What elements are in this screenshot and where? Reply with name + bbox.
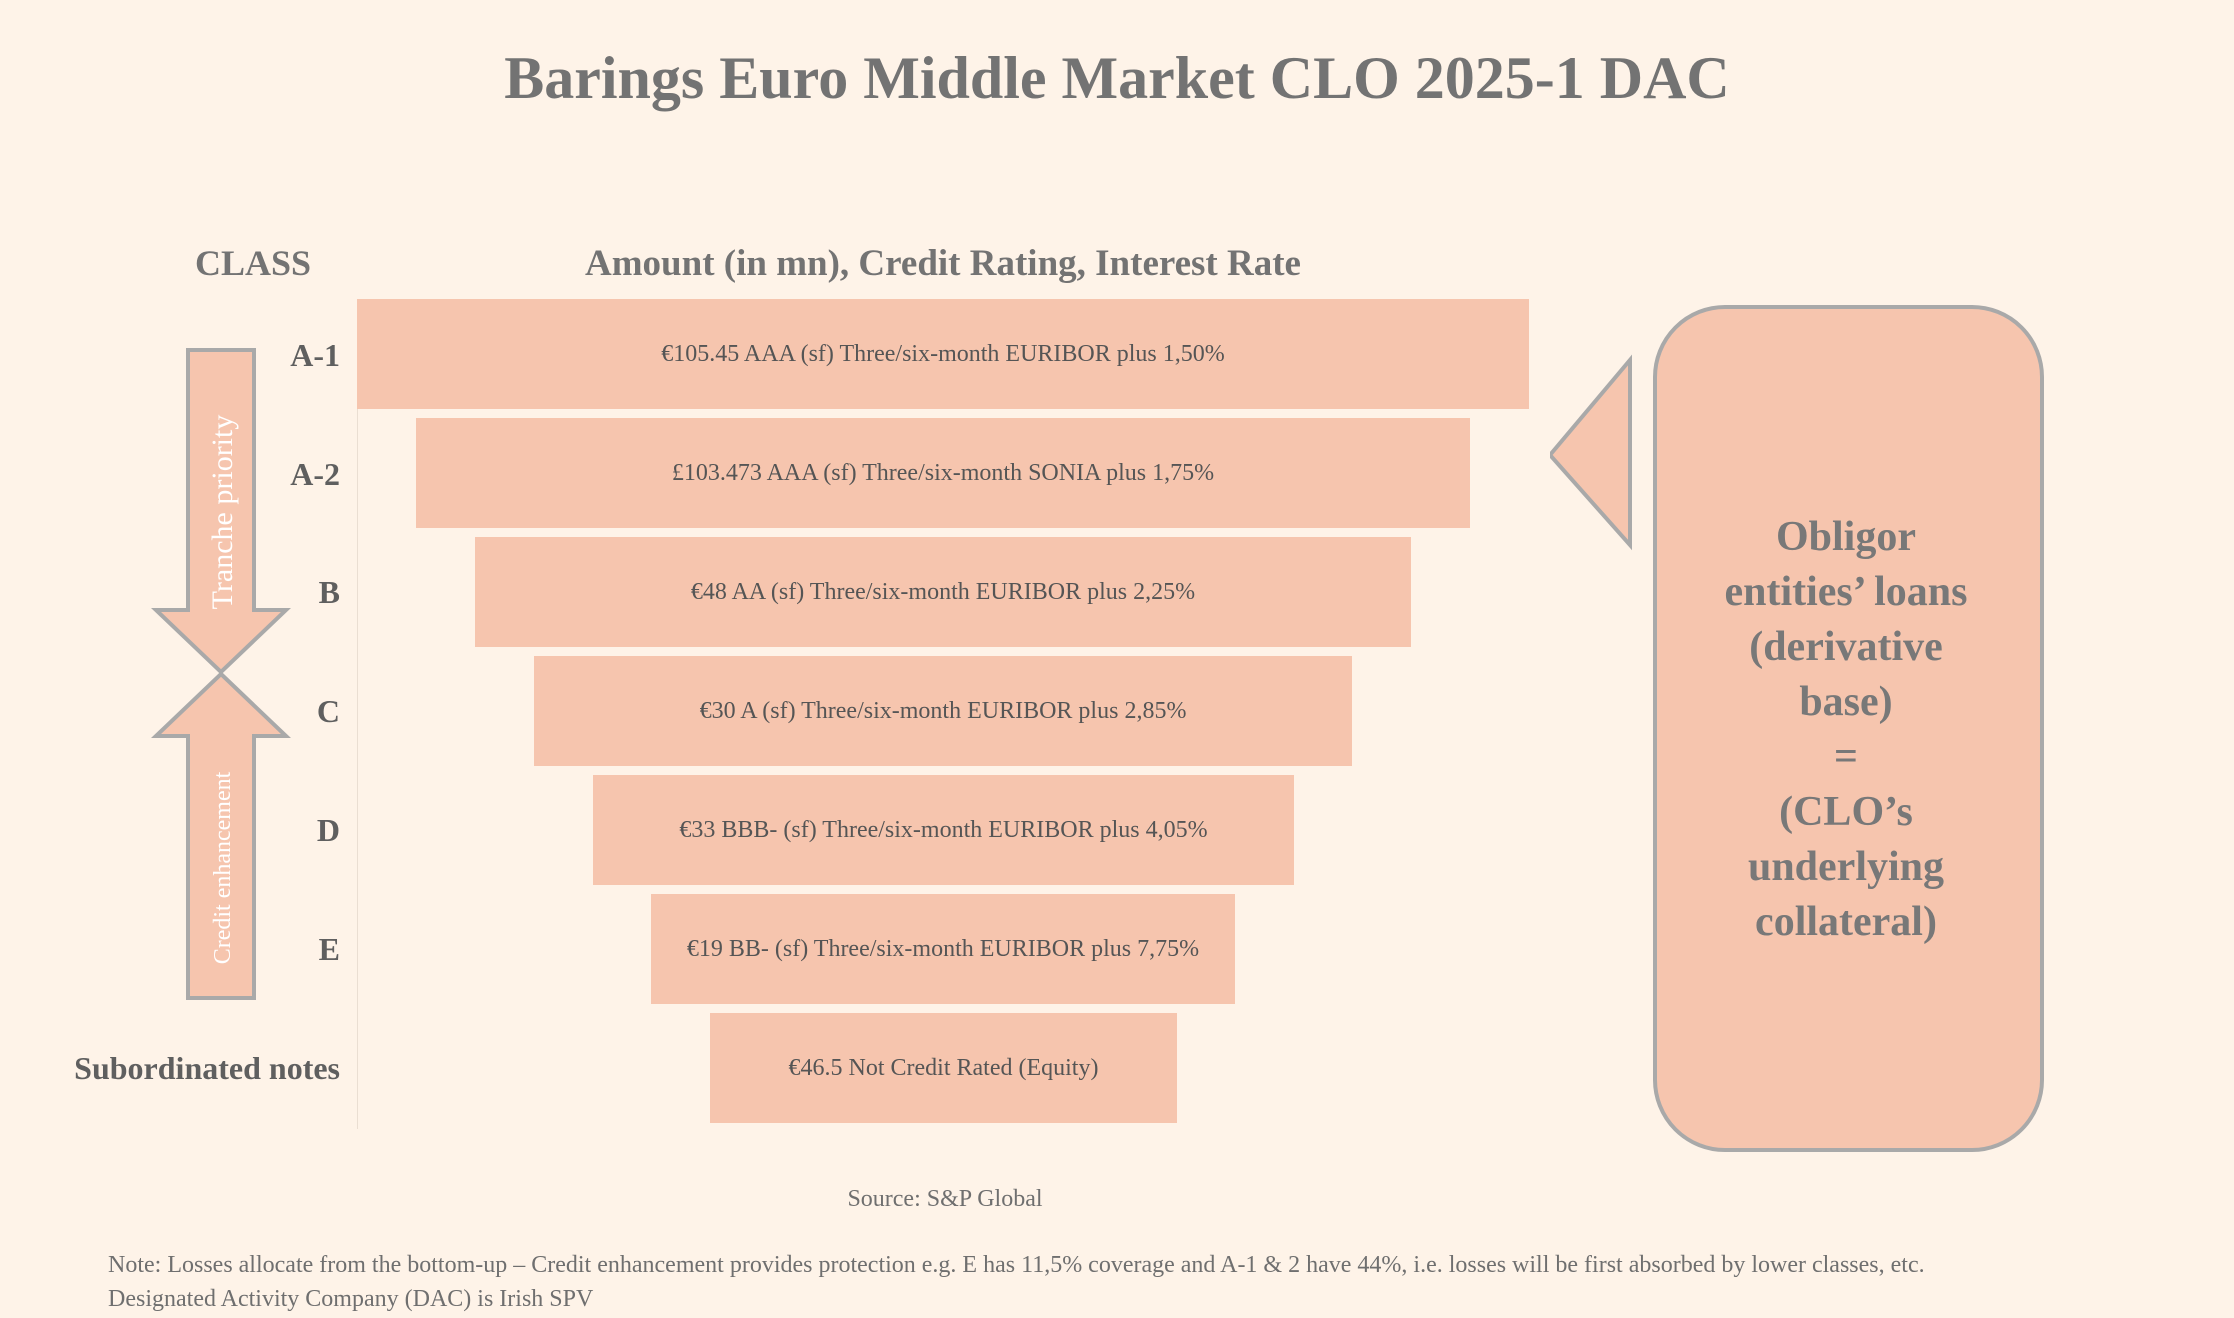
class-label-b: B: [318, 574, 340, 610]
callout-pointer: [1550, 354, 1632, 551]
collateral-callout: [1550, 305, 2044, 1152]
tranche-bar-b: €48 AA (sf) Three/six-month EURIBOR plus…: [475, 537, 1411, 647]
class-column-header: CLASS: [195, 243, 312, 283]
tranche-detail-a1: €105.45 AAA (sf) Three/six-month EURIBOR…: [661, 340, 1225, 367]
tranche-detail-d: €33 BBB- (sf) Three/six-month EURIBOR pl…: [679, 816, 1208, 843]
class-label-a2: A-2: [290, 456, 340, 492]
class-label-c: C: [316, 693, 340, 729]
class-label-d: D: [316, 812, 340, 848]
collateral-box-text: Obligor entities’ loans (derivative base…: [1724, 514, 1968, 945]
class-label-e: E: [318, 931, 340, 967]
tranche-bar-a1: €105.45 AAA (sf) Three/six-month EURIBOR…: [357, 299, 1529, 409]
tranche-detail-a2: £103.473 AAA (sf) Three/six-month SONIA …: [671, 459, 1215, 486]
tranche-detail-e: €19 BB- (sf) Three/six-month EURIBOR plu…: [686, 935, 1200, 962]
tranche-detail-b: €48 AA (sf) Three/six-month EURIBOR plus…: [690, 578, 1196, 605]
tranche-bar-d: €33 BBB- (sf) Three/six-month EURIBOR pl…: [593, 775, 1294, 885]
collateral-box: [1653, 305, 2044, 1152]
diagram-title: Barings Euro Middle Market CLO 2025-1 DA…: [504, 45, 1730, 111]
tranche-priority-label: Tranche priority: [206, 415, 239, 610]
credit-enhancement-label: Credit enhancement: [210, 771, 236, 964]
credit-enhancement-arrow: [151, 671, 291, 1000]
funnel-axis-line: [357, 299, 358, 1129]
class-label-subordinated: Subordinated notes: [74, 1050, 340, 1086]
tranche-detail-c: €30 A (sf) Three/six-month EURIBOR plus …: [699, 697, 1187, 724]
source-note: Source: S&P Global: [847, 1186, 1043, 1212]
footnote-dac: Designated Activity Company (DAC) is Iri…: [108, 1286, 594, 1312]
amount-column-header: Amount (in mn), Credit Rating, Interest …: [585, 243, 1301, 284]
tranche-bar-e: €19 BB- (sf) Three/six-month EURIBOR plu…: [651, 894, 1235, 1004]
tranche-detail-subordinated: €46.5 Not Credit Rated (Equity): [788, 1054, 1099, 1081]
footnote-losses: Note: Losses allocate from the bottom-up…: [108, 1252, 1925, 1278]
class-label-a1: A-1: [290, 337, 340, 373]
tranche-priority-arrow: [151, 348, 291, 675]
tranche-bar-c: €30 A (sf) Three/six-month EURIBOR plus …: [534, 656, 1352, 766]
tranche-bar-a2: £103.473 AAA (sf) Three/six-month SONIA …: [416, 418, 1470, 528]
tranche-bar-subordinated: €46.5 Not Credit Rated (Equity): [710, 1013, 1177, 1123]
priority-arrows: Tranche priority Credit enhancement: [151, 348, 291, 1000]
